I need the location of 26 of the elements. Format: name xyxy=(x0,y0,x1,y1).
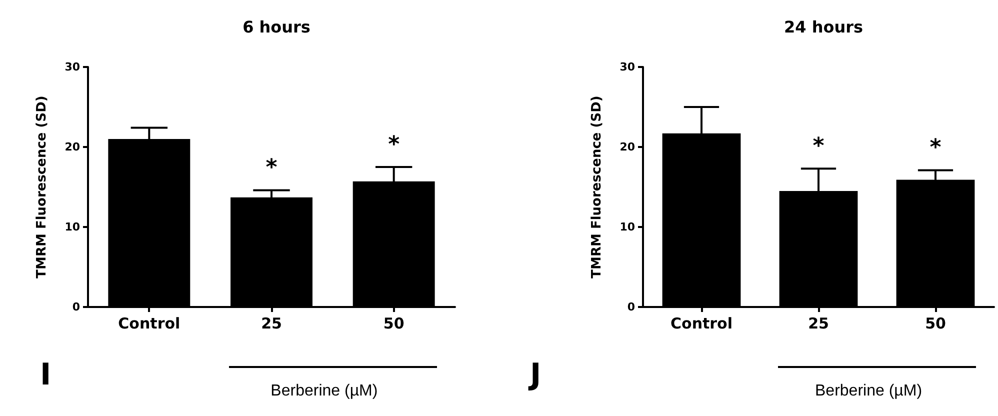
x-tick-label: 50 xyxy=(925,314,946,332)
annotation: * xyxy=(930,136,942,161)
y-tick-label: 0 xyxy=(627,300,636,314)
text: J xyxy=(528,358,542,392)
text: I xyxy=(40,358,52,392)
y-axis-title: TMRM Fluorescence (SD) xyxy=(590,96,604,278)
x-axis-title: Berberine (µM) xyxy=(815,382,922,400)
y-tick-label: 0 xyxy=(72,300,80,314)
y-tick-label: 30 xyxy=(620,60,636,74)
annotation: * xyxy=(266,156,278,181)
x-tick-label: 50 xyxy=(383,314,404,332)
x-tick-label: 25 xyxy=(261,314,282,332)
x-tick-label: Control xyxy=(118,314,180,332)
y-axis-title: TMRM Fluorescence (SD) xyxy=(34,96,50,278)
annotation: * xyxy=(388,132,400,158)
annotation: * xyxy=(812,134,825,160)
chart-title: 24 hours xyxy=(784,18,864,36)
y-tick-label: 20 xyxy=(620,140,636,154)
y-tick-label: 20 xyxy=(64,140,80,154)
x-tick-label: Control xyxy=(670,314,733,332)
y-tick-label: 10 xyxy=(64,220,80,234)
x-tick-label: 25 xyxy=(808,314,829,332)
x-axis-title: Berberine (µM) xyxy=(270,382,378,400)
y-tick-label: 30 xyxy=(64,60,80,74)
y-tick-label: 10 xyxy=(620,220,636,234)
chart-title: 6 hours xyxy=(242,18,310,36)
